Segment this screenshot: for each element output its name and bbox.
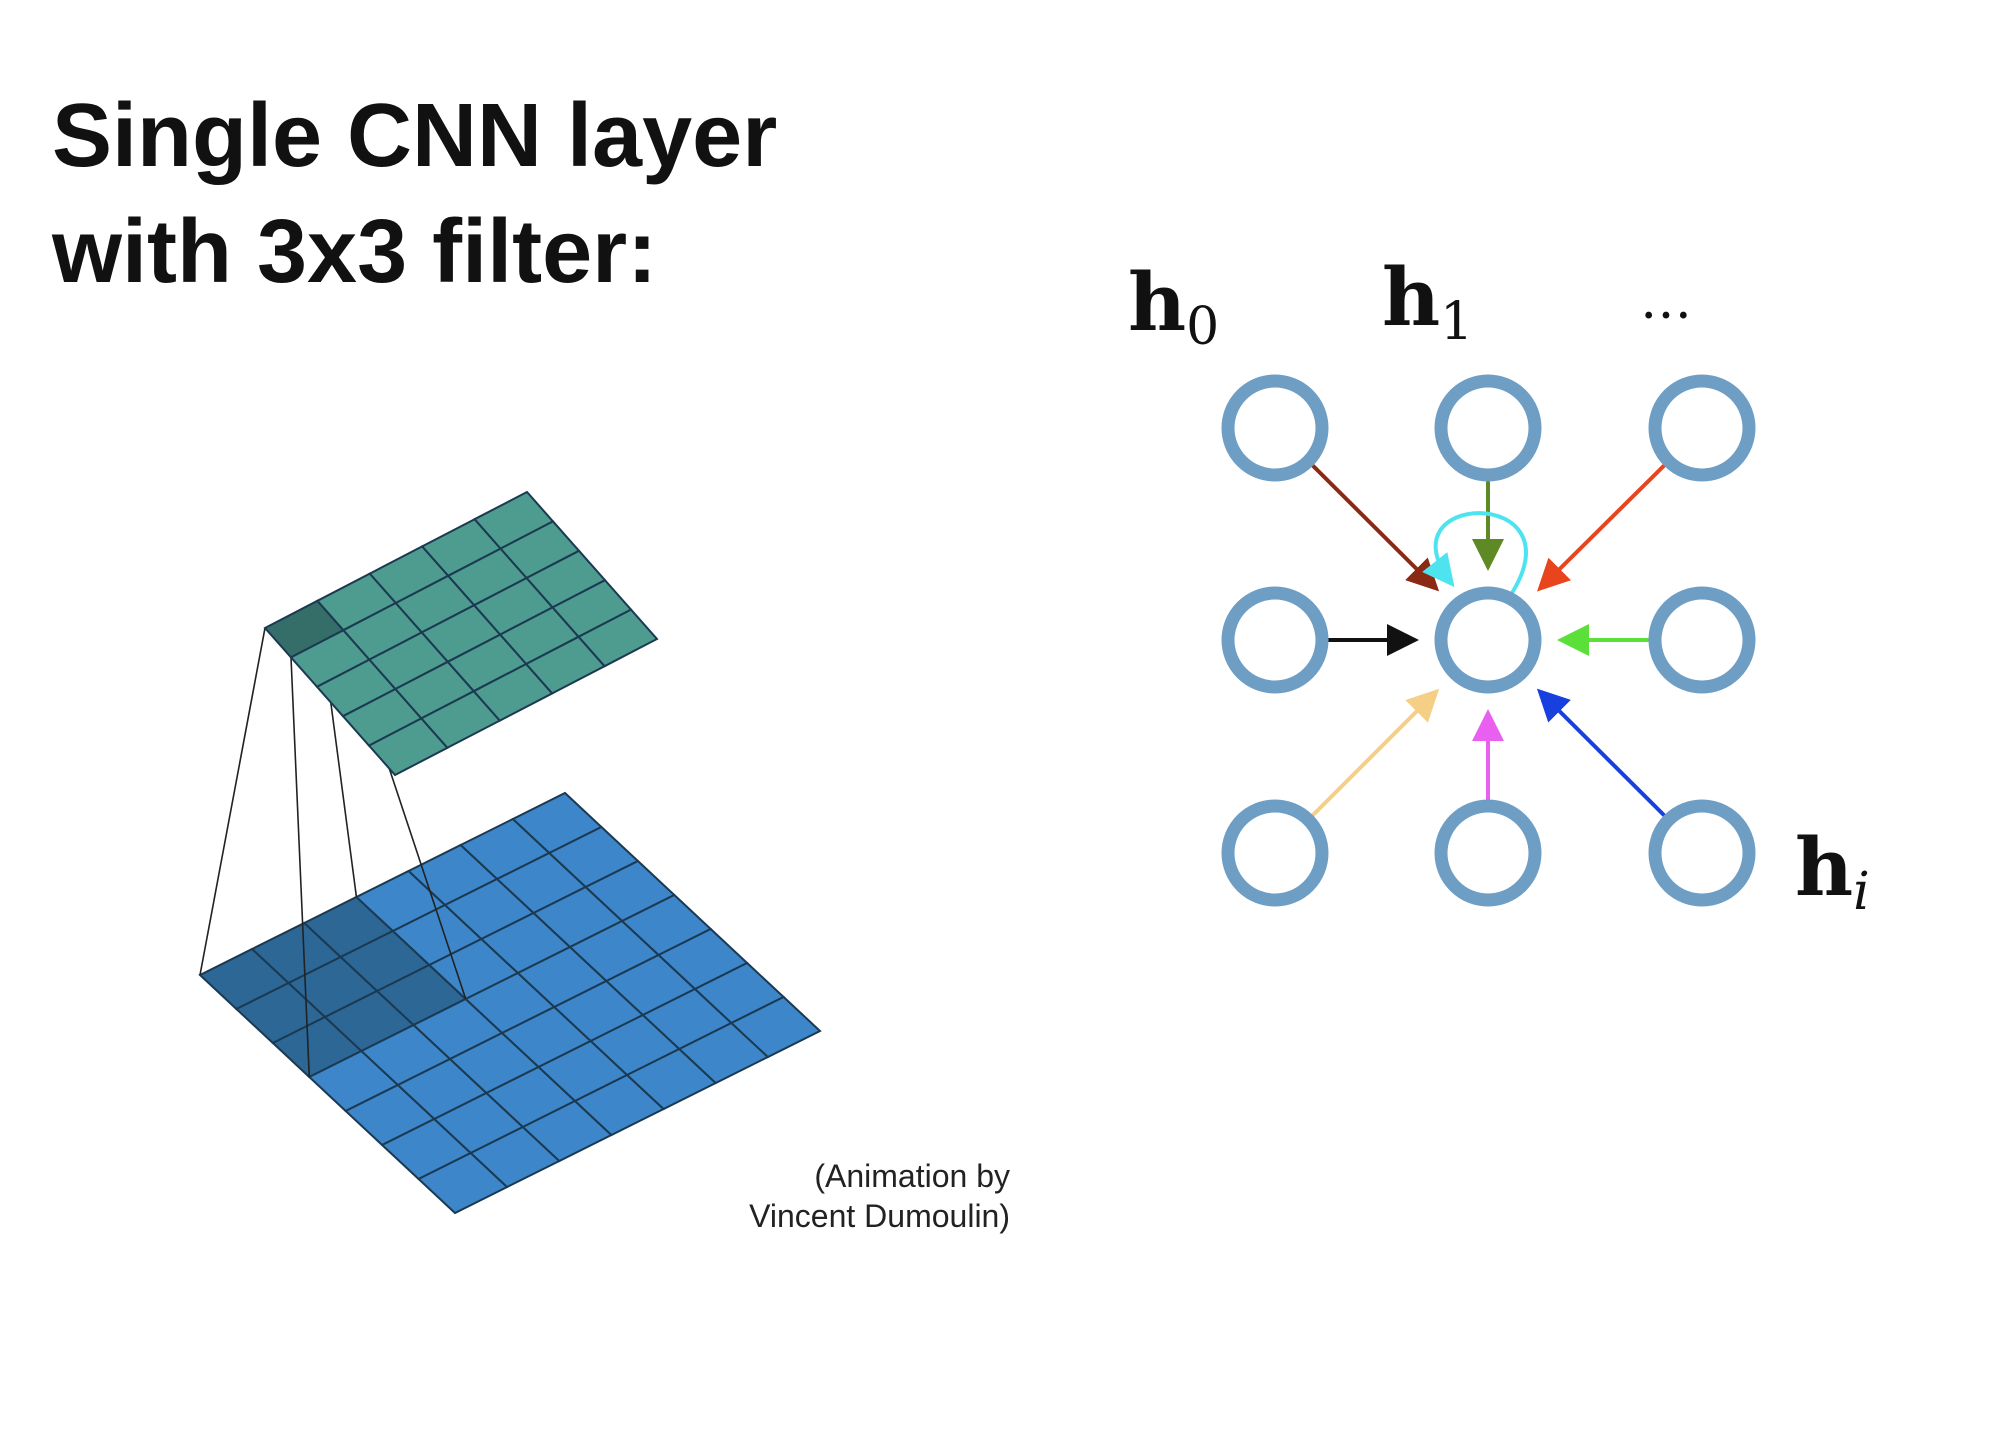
label-h1: h1 bbox=[1382, 250, 1473, 352]
label-h0: h0 bbox=[1128, 255, 1219, 357]
node-bottom-left bbox=[1221, 799, 1329, 907]
edge-bottom-left bbox=[1311, 688, 1440, 817]
receptive-field-line-3 bbox=[290, 657, 311, 1078]
output-feature-map bbox=[263, 490, 659, 777]
node-middle-left bbox=[1221, 586, 1329, 694]
node-center bbox=[1434, 586, 1542, 694]
receptive-field-line-0 bbox=[199, 627, 266, 976]
credit-line-2: Vincent Dumoulin) bbox=[749, 1198, 1010, 1234]
node-bottom-middle bbox=[1434, 799, 1542, 907]
node-middle-right bbox=[1648, 586, 1756, 694]
title-line-1: Single CNN layer bbox=[52, 86, 778, 186]
node-top-right bbox=[1648, 374, 1756, 482]
animation-credit: (Animation by Vincent Dumoulin) bbox=[749, 1156, 1010, 1236]
edge-top-left bbox=[1311, 463, 1440, 592]
graph-nodes bbox=[1221, 374, 1756, 907]
edge-top-right bbox=[1537, 463, 1666, 592]
node-bottom-right bbox=[1648, 799, 1756, 907]
label-hi: hi bbox=[1795, 820, 1870, 922]
label-ellipsis: … bbox=[1640, 271, 1692, 331]
node-top-middle bbox=[1434, 374, 1542, 482]
slide-title: Single CNN layer with 3x3 filter: bbox=[52, 78, 777, 310]
input-cell-r6-c6 bbox=[729, 995, 822, 1059]
output-cell-r4-c4 bbox=[577, 608, 659, 668]
title-line-2: with 3x3 filter: bbox=[52, 202, 658, 302]
edge-self-loop bbox=[1422, 511, 1528, 598]
edge-bottom-right bbox=[1536, 688, 1666, 818]
graph-edges bbox=[1311, 463, 1666, 818]
credit-line-1: (Animation by bbox=[814, 1158, 1010, 1194]
node-top-left bbox=[1221, 374, 1329, 482]
input-feature-map bbox=[198, 791, 822, 1215]
